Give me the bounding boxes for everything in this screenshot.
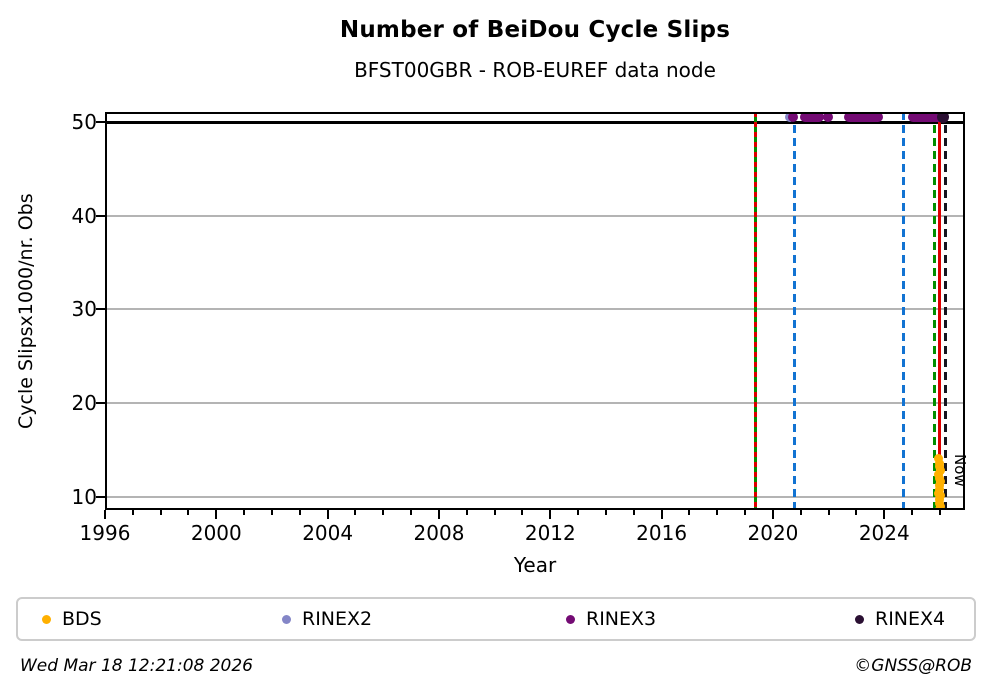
series-run-rinex3 — [907, 112, 945, 123]
plot-clip-layer — [105, 112, 965, 510]
x-minor-tick-2001 — [243, 510, 246, 515]
x-minor-tick-2007 — [410, 510, 413, 515]
x-major-tick-2000 — [215, 510, 218, 519]
timestamp-text: Wed Mar 18 12:21:08 2026 — [20, 656, 253, 676]
legend-dot-bds-icon — [42, 614, 51, 624]
legend-label-rinex3: RINEX3 — [586, 608, 657, 630]
legend-item-rinex4: RINEX4 — [855, 599, 945, 639]
y-major-tick-40 — [96, 214, 105, 217]
series-point-rinex4 — [936, 112, 949, 124]
y-tick-label-10: 10 — [71, 484, 97, 509]
x-minor-tick-2025 — [911, 510, 914, 515]
legend-label-bds: BDS — [62, 608, 102, 630]
x-major-tick-2008 — [437, 510, 440, 519]
x-tick-label-2020: 2020 — [747, 521, 799, 545]
series-point-bds — [934, 453, 944, 463]
x-minor-tick-1997 — [131, 510, 134, 515]
series-run-rinex3 — [799, 112, 824, 123]
x-major-tick-2024 — [883, 510, 886, 519]
series-point-rinex3 — [788, 112, 798, 123]
x-minor-tick-2003 — [298, 510, 301, 515]
x-minor-tick-2023 — [855, 510, 858, 515]
y-major-tick-30 — [96, 308, 105, 311]
x-minor-tick-2015 — [632, 510, 635, 515]
x-minor-tick-2006 — [382, 510, 385, 515]
x-minor-tick-2018 — [716, 510, 719, 515]
x-minor-tick-2010 — [493, 510, 496, 515]
event-line-2 — [902, 112, 906, 510]
x-minor-tick-1998 — [159, 510, 162, 515]
event-line-3 — [932, 112, 936, 510]
x-tick-label-2016: 2016 — [636, 521, 688, 545]
series-point-bds — [934, 504, 944, 510]
event-line-now — [944, 112, 948, 510]
gridline-y-10 — [105, 495, 965, 498]
x-major-tick-2020 — [771, 510, 774, 519]
event-line-1 — [793, 112, 797, 510]
event-line-0 — [753, 112, 757, 510]
y-major-tick-20 — [96, 402, 105, 405]
plot-area: Now — [96, 112, 969, 519]
now-annotation: Now — [950, 453, 969, 487]
event-line-overlay — [753, 112, 757, 510]
x-major-tick-1996 — [104, 510, 106, 519]
gridline-y-20 — [105, 402, 965, 405]
x-minor-tick-2019 — [744, 510, 747, 515]
x-tick-label-2000: 2000 — [190, 521, 242, 545]
y-tick-label-20: 20 — [71, 391, 97, 416]
y-axis-label: Cycle Slipsx1000/nr. Obs — [15, 193, 37, 429]
x-minor-tick-2011 — [521, 510, 524, 515]
legend-item-rinex3: RINEX3 — [566, 599, 656, 639]
chart-subtitle: BFST00GBR - ROB-EUREF data node — [354, 58, 716, 82]
x-minor-tick-2013 — [577, 510, 580, 515]
x-minor-tick-2005 — [354, 510, 357, 515]
x-tick-label-2004: 2004 — [302, 521, 354, 545]
x-minor-tick-2026 — [938, 510, 941, 515]
legend-dot-rinex3-icon — [566, 614, 575, 624]
x-tick-label-2008: 2008 — [413, 521, 465, 545]
x-major-tick-2004 — [326, 510, 329, 519]
x-major-tick-2012 — [549, 510, 552, 519]
x-minor-tick-2014 — [604, 510, 607, 515]
x-minor-tick-1999 — [187, 510, 190, 515]
gridline-y-30 — [105, 308, 965, 311]
y-tick-label-40: 40 — [71, 203, 97, 228]
event-line-4 — [937, 112, 941, 510]
y-tick-label-50: 50 — [71, 110, 97, 135]
y-major-tick-10 — [96, 495, 105, 498]
x-major-tick-2016 — [660, 510, 663, 519]
x-minor-tick-2017 — [688, 510, 691, 515]
x-axis-label: Year — [513, 553, 557, 577]
x-tick-label-2024: 2024 — [858, 521, 910, 545]
credit-text: ©GNSS@ROB — [854, 656, 972, 676]
legend-dot-rinex2-icon — [282, 614, 291, 624]
series-run-rinex3 — [843, 112, 884, 123]
x-minor-tick-2009 — [465, 510, 468, 515]
legend-item-bds: BDS — [42, 599, 102, 639]
legend-label-rinex2: RINEX2 — [302, 608, 373, 630]
threshold-line-50 — [105, 121, 965, 124]
y-major-tick-50 — [96, 121, 105, 124]
x-minor-tick-2022 — [827, 510, 830, 515]
x-minor-tick-2021 — [799, 510, 802, 515]
legend-label-rinex4: RINEX4 — [875, 608, 946, 630]
y-tick-label-30: 30 — [71, 297, 97, 322]
series-point-rinex3 — [822, 112, 833, 123]
x-tick-label-2012: 2012 — [524, 521, 576, 545]
x-minor-tick-2002 — [270, 510, 273, 515]
chart-title: Number of BeiDou Cycle Slips — [339, 17, 731, 43]
legend-item-rinex2: RINEX2 — [282, 599, 372, 639]
gridline-y-40 — [105, 214, 965, 217]
legend-dot-rinex4-icon — [855, 614, 864, 624]
legend: BDS RINEX2 RINEX3 RINEX4 — [16, 597, 976, 641]
x-tick-label-1996: 1996 — [79, 521, 131, 545]
